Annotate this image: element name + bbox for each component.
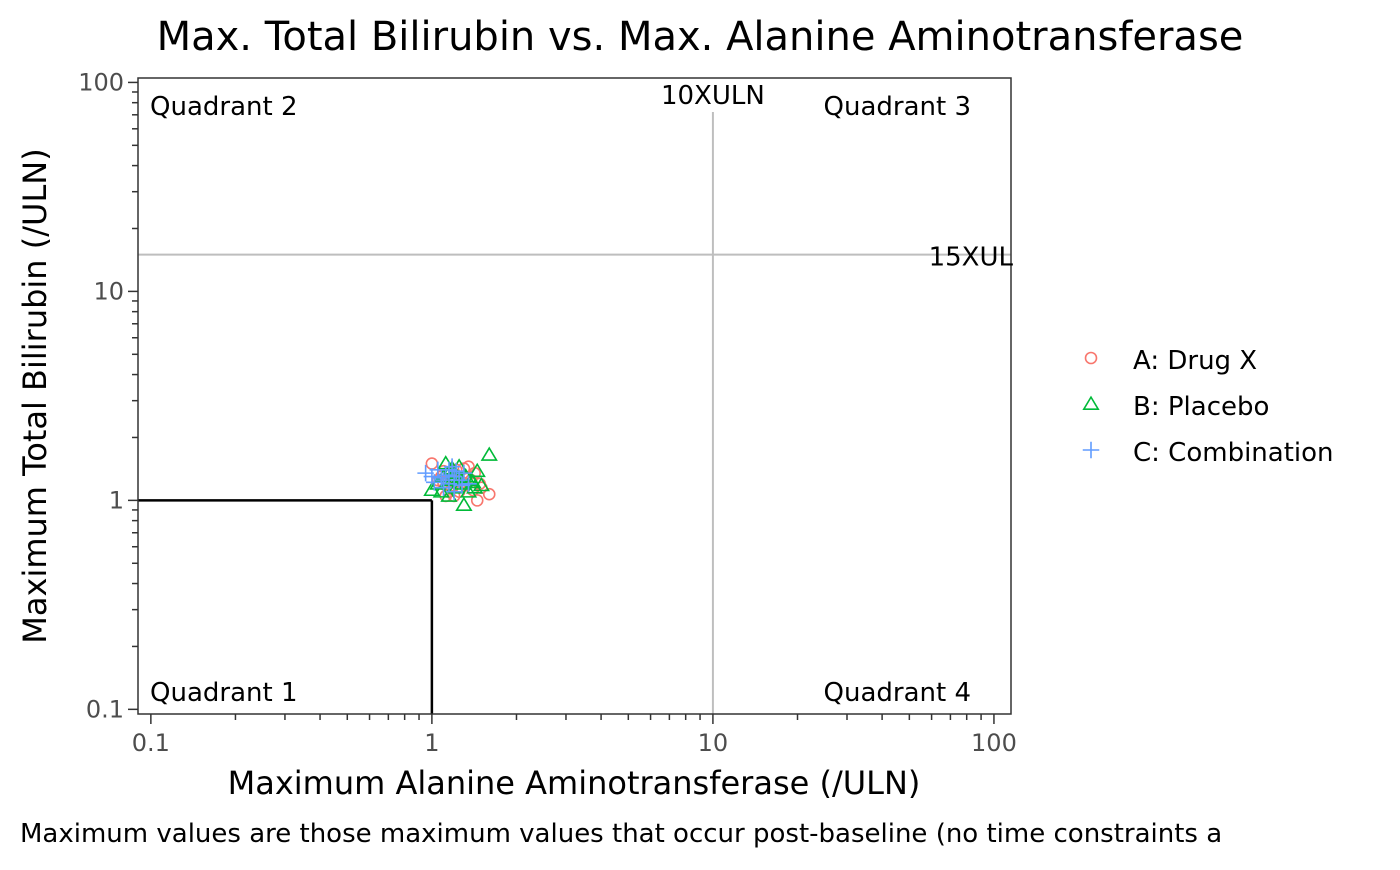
y-tick-label: 1 (109, 486, 124, 514)
data-point (482, 487, 496, 501)
y-axis-title: Maximum Total Bilirubin (/ULN) (16, 148, 54, 643)
data-point (468, 462, 486, 478)
plot-panel-border (137, 77, 1012, 715)
legend: A: Drug X B: Placebo C: Combination (1082, 346, 1334, 468)
chart-title: Max. Total Bilirubin vs. Max. Alanine Am… (157, 14, 1244, 60)
legend-item: A: Drug X (1084, 346, 1257, 376)
legend-key (1082, 441, 1100, 459)
data-point (470, 494, 484, 507)
data-point (443, 458, 461, 475)
data-point (459, 483, 478, 498)
x-tick-label: 10 (698, 729, 729, 757)
quadrant-label: Quadrant 2 (150, 92, 297, 122)
data-point (480, 446, 498, 461)
x-tick-label: 0.1 (132, 729, 170, 757)
data-point (455, 464, 473, 482)
y-tick-label: 10 (93, 277, 124, 305)
quadrant-label: Quadrant 4 (824, 678, 971, 708)
legend-label: C: Combination (1133, 438, 1334, 468)
reference-lines-layer (138, 112, 1011, 714)
y-tick-label: 0.1 (86, 695, 124, 723)
data-point (435, 471, 452, 489)
data-point (464, 473, 482, 489)
x-tick-label: 100 (971, 729, 1017, 757)
legend-key (1084, 351, 1098, 365)
legend-key (1082, 395, 1100, 410)
data-point (460, 475, 477, 493)
data-point (440, 487, 458, 502)
data-point (472, 476, 491, 492)
chart-caption: Maximum values are those maximum values … (20, 819, 1222, 849)
x-tick-label: 1 (424, 729, 439, 757)
data-point (455, 496, 473, 511)
x-axis-title: Maximum Alanine Aminotransferase (/ULN) (228, 764, 921, 802)
data-point (425, 457, 439, 470)
reference-line-label: 15XUL (929, 243, 1014, 273)
series-triangle (423, 446, 498, 511)
legend-item: C: Combination (1082, 438, 1334, 468)
quadrant-label: Quadrant 1 (150, 678, 297, 708)
data-point (466, 479, 484, 494)
data-point (440, 461, 458, 479)
data-point (426, 474, 443, 491)
data-point (445, 483, 463, 500)
y-tick-label: 100 (78, 68, 124, 96)
reference-line-label: 10XULN (661, 81, 765, 111)
series-plus (417, 458, 477, 500)
quadrant-label: Quadrant 3 (824, 92, 971, 122)
data-points-layer (417, 446, 498, 511)
axes-layer: 0.1 1 10 100 0.1 1 10 100 (78, 68, 1017, 757)
data-point (453, 477, 471, 494)
data-point (432, 483, 450, 498)
legend-label: A: Drug X (1133, 346, 1257, 376)
legend-item: B: Placebo (1082, 392, 1269, 422)
annotation-layer: 10XULN 15XUL Quadrant 2 Quadrant 3 Quadrant … (150, 81, 1014, 708)
legend-label: B: Placebo (1133, 392, 1269, 422)
